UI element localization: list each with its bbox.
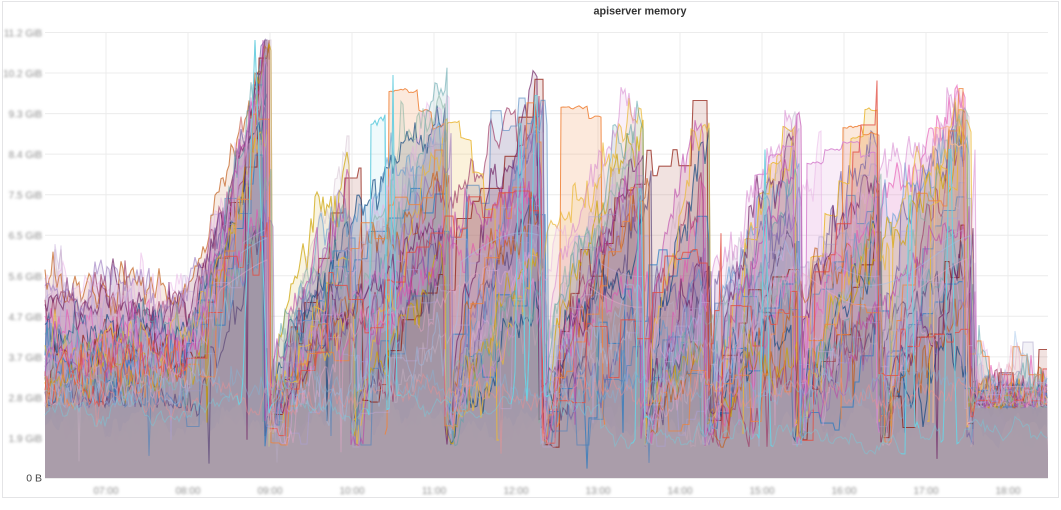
svg-text:11:00: 11:00 <box>422 486 447 497</box>
svg-text:15:00: 15:00 <box>749 486 774 497</box>
svg-text:2.8 GiB: 2.8 GiB <box>9 393 43 404</box>
svg-text:14:00: 14:00 <box>667 486 692 497</box>
svg-text:9.3 GiB: 9.3 GiB <box>9 110 43 121</box>
svg-text:09:00: 09:00 <box>257 486 282 497</box>
svg-text:10.2 GiB: 10.2 GiB <box>3 69 42 80</box>
svg-text:6.5 GiB: 6.5 GiB <box>9 231 43 242</box>
svg-text:5.6 GiB: 5.6 GiB <box>9 272 43 283</box>
svg-text:3.7 GiB: 3.7 GiB <box>9 353 43 364</box>
svg-text:13:00: 13:00 <box>585 486 610 497</box>
svg-text:0 B: 0 B <box>26 473 42 485</box>
svg-text:12:00: 12:00 <box>503 486 528 497</box>
svg-text:1.9 GiB: 1.9 GiB <box>9 434 43 445</box>
svg-text:7.5 GiB: 7.5 GiB <box>9 191 43 202</box>
svg-text:16:00: 16:00 <box>831 486 856 497</box>
svg-text:apiserver memory: apiserver memory <box>593 6 686 18</box>
svg-text:07:00: 07:00 <box>93 486 118 497</box>
svg-text:08:00: 08:00 <box>175 486 200 497</box>
svg-text:10:00: 10:00 <box>339 486 364 497</box>
svg-text:4.7 GiB: 4.7 GiB <box>9 312 43 323</box>
svg-text:11.2 GiB: 11.2 GiB <box>4 29 42 40</box>
svg-text:8.4 GiB: 8.4 GiB <box>9 150 43 161</box>
svg-text:17:00: 17:00 <box>913 486 938 497</box>
svg-text:18:00: 18:00 <box>995 486 1020 497</box>
